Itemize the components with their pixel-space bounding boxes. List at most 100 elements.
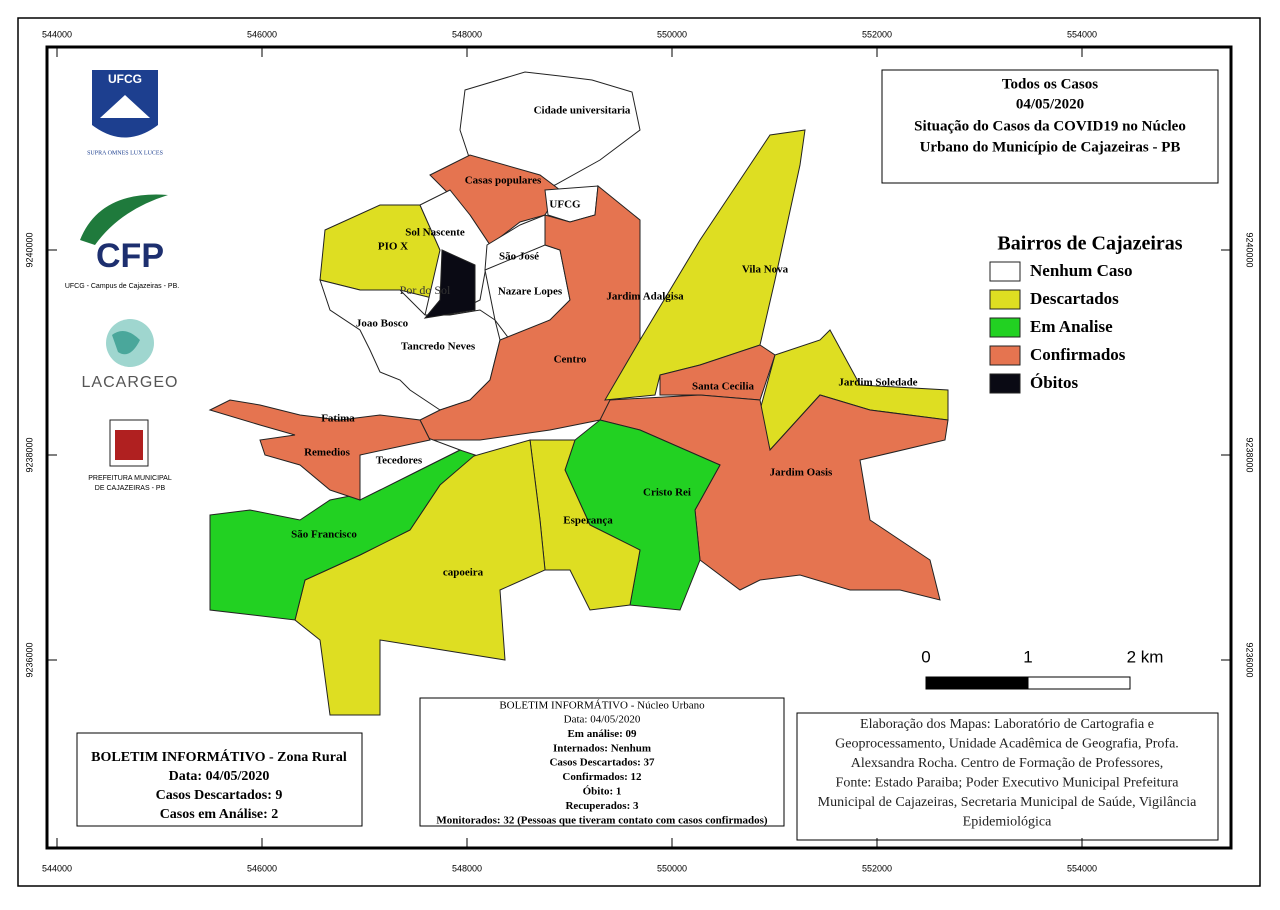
neighborhood-polygon <box>459 71 641 191</box>
credits-line: Municipal de Cajazeiras, Secretaria Muni… <box>818 795 1197 810</box>
neighborhood-label: Jardim Adalgisa <box>606 291 684 303</box>
credits-line: Elaboração dos Mapas: Laboratório de Car… <box>860 717 1154 732</box>
neighborhood-label: Cidade universitaria <box>534 105 631 117</box>
bulletin-title: BOLETIM INFORMÁTIVO - Núcleo Urbano <box>499 700 705 712</box>
bulletin-line: Monitorados: 32 (Pessoas que tiveram con… <box>436 814 768 826</box>
neighborhood-polygon <box>208 399 431 501</box>
scale-segment <box>1027 676 1131 690</box>
neighborhood-label: Tecedores <box>376 455 423 467</box>
neighborhood-label: capoeira <box>443 567 484 579</box>
credits-line: Epidemiológica <box>963 815 1052 830</box>
x-coordinate-label: 550000 <box>657 29 687 39</box>
legend-label: Óbitos <box>1030 373 1079 392</box>
neighborhood-label: Por do Sol <box>400 283 451 297</box>
neighborhood-polygon <box>604 129 806 401</box>
scale-label: 2 km <box>1127 647 1164 666</box>
x-coordinate-label: 544000 <box>42 29 72 39</box>
neighborhood-label: PIO X <box>378 241 408 253</box>
legend-label: Nenhum Caso <box>1030 261 1133 280</box>
scale-label: 0 <box>921 647 930 666</box>
x-coordinate-label: 550000 <box>657 863 687 873</box>
logo-ufcg: UFCG SUPRA OMNES LUX LUCES <box>87 70 163 156</box>
bulletin-line: Data: 04/05/2020 <box>564 714 641 726</box>
bulletin-line: Em análise: 09 <box>567 728 637 740</box>
legend-title: Bairros de Cajazeiras <box>997 233 1182 255</box>
x-coordinate-label: 552000 <box>862 29 892 39</box>
credits-box <box>796 712 1219 841</box>
bulletin-line: Recuperados: 3 <box>565 800 639 812</box>
legend-label: Em Analise <box>1030 317 1113 336</box>
legend: Nenhum Caso Descartados Em Analise Confirma… <box>989 261 1133 394</box>
neighborhood-label: Centro <box>554 354 587 366</box>
legend-swatch <box>989 261 1021 282</box>
neighborhood-polygon <box>209 449 476 621</box>
logo-text: SUPRA OMNES LUX LUCES <box>87 150 163 156</box>
bulletin-line: Óbito: 1 <box>583 786 622 798</box>
neighborhood-label: Tancredo Neves <box>401 341 476 353</box>
neighborhood-labels: Cidade universitaria Casas populares UFC… <box>291 105 918 579</box>
logo-cfp: CFP UFCG - Campus de Cajazeiras - PB. <box>65 194 179 290</box>
y-coordinate-label: 9236000 <box>24 642 34 677</box>
x-coordinate-label: 552000 <box>862 863 892 873</box>
neighborhood-label: Fatima <box>321 413 355 425</box>
logo-prefeitura: PREFEITURA MUNICIPAL DE CAJAZEIRAS - PB <box>88 419 172 492</box>
title-line: 04/05/2020 <box>1016 96 1084 112</box>
neighborhood-label: Santa Cecilia <box>692 381 755 393</box>
x-coordinate-label: 554000 <box>1067 29 1097 39</box>
y-coordinate-label: 9238000 <box>24 437 34 472</box>
bulletin-line: Data: 04/05/2020 <box>169 769 270 784</box>
x-coordinate-label: 554000 <box>1067 863 1097 873</box>
legend-swatch <box>989 317 1021 338</box>
neighborhood-label: Nazare Lopes <box>498 286 563 298</box>
y-coordinate-label: 9240000 <box>1245 232 1255 267</box>
x-coordinate-label: 548000 <box>452 29 482 39</box>
neighborhood-label: Remedios <box>304 447 351 459</box>
y-coordinate-label: 9238000 <box>1245 437 1255 472</box>
legend-swatch <box>989 373 1021 394</box>
neighborhoods <box>208 71 949 716</box>
logo-text: PREFEITURA MUNICIPAL <box>88 475 172 482</box>
title-line: Todos os Casos <box>1002 76 1098 92</box>
x-coordinate-label: 546000 <box>247 863 277 873</box>
title-box <box>881 69 1219 184</box>
bulletin-line: BOLETIM INFORMÁTIVO - Zona Rural <box>91 748 347 765</box>
neighborhood-label: Joao Bosco <box>356 318 409 330</box>
neighborhood-label: Cristo Rei <box>643 487 691 499</box>
bulletin-line: Casos Descartados: 9 <box>156 788 283 803</box>
credits-line: Alexsandra Rocha. Centro de Formação de … <box>851 756 1164 771</box>
neighborhood-label: Esperança <box>563 515 613 527</box>
x-coordinate-label: 546000 <box>247 29 277 39</box>
scale-segment <box>925 676 1029 690</box>
logo-text: CFP <box>96 237 164 275</box>
legend-label: Confirmados <box>1030 345 1126 364</box>
legend-swatch <box>989 345 1021 366</box>
legend-swatch <box>989 289 1021 310</box>
credits-line: Fonte: Estado Paraiba; Poder Executivo M… <box>836 776 1180 791</box>
y-coordinate-label: 9240000 <box>24 232 34 267</box>
neighborhood-label: UFCG <box>549 199 581 211</box>
neighborhood-label: Jardim Soledade <box>838 377 917 389</box>
bulletin-line: Internados: Nenhum <box>553 742 651 754</box>
y-coordinate-label: 9236000 <box>1245 642 1255 677</box>
neighborhood-label: Jardim Oasis <box>770 467 833 479</box>
neighborhood-polygon <box>659 344 776 401</box>
neighborhood-label: São Francisco <box>291 529 357 541</box>
logo-text: DE CAJAZEIRAS - PB <box>95 485 166 492</box>
scale-label: 1 <box>1023 647 1032 666</box>
coordinate-grid: 544000 544000 546000 546000 548000 548000 5500… <box>24 29 1254 873</box>
title-line: Situação do Casos da COVID19 no Núcleo <box>914 118 1186 134</box>
neighborhood-polygon <box>423 249 476 319</box>
logo-text: UFCG - Campus de Cajazeiras - PB. <box>65 283 179 290</box>
bulletin-line: Confirmados: 12 <box>562 771 642 783</box>
bulletin-urban-box <box>419 697 785 827</box>
bulletin-line: Casos Descartados: 37 <box>549 757 655 769</box>
logo-text: LACARGEO <box>82 374 179 391</box>
neighborhood-label: São José <box>499 251 539 263</box>
x-coordinate-label: 544000 <box>42 863 72 873</box>
neighborhood-label: Vila Nova <box>742 264 789 276</box>
bulletin-rural-box <box>76 732 363 827</box>
bulletin-line: Casos em Análise: 2 <box>160 807 279 822</box>
logo-lacargeo: LACARGEO <box>82 319 179 391</box>
neighborhood-label: Casas populares <box>465 175 542 187</box>
